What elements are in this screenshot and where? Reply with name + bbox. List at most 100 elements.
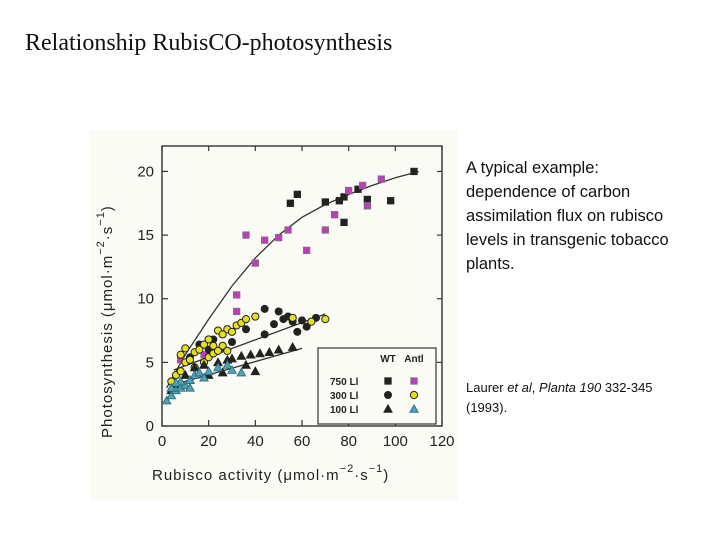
data-point-circle xyxy=(218,341,227,350)
data-point-circle xyxy=(279,315,288,324)
data-point-circle xyxy=(293,327,302,336)
data-point-circle xyxy=(195,345,204,354)
data-point-square xyxy=(286,199,294,207)
data-point-triangle xyxy=(166,390,177,400)
x-axis-label-part: (μmol·m xyxy=(277,467,339,484)
legend-marker-antl xyxy=(410,377,418,385)
x-axis-label-part: Rubisco activity xyxy=(152,467,277,484)
data-point-square xyxy=(359,181,367,190)
data-point-circle xyxy=(288,313,297,322)
data-point-circle xyxy=(185,355,195,364)
data-point-triangle xyxy=(264,347,275,356)
data-point-triangle xyxy=(199,372,209,382)
data-point-square xyxy=(331,211,339,219)
legend-marker-antl xyxy=(409,390,419,400)
data-point-square xyxy=(303,246,311,255)
data-point-circle xyxy=(228,338,236,346)
legend-header-antl: Antl xyxy=(404,354,424,365)
data-point-circle xyxy=(241,314,251,324)
data-point-square xyxy=(345,186,353,195)
data-point-square xyxy=(340,218,348,227)
x-tick-label: 80 xyxy=(340,433,357,450)
data-point-circle xyxy=(218,330,227,339)
data-point-circle xyxy=(270,320,278,329)
data-point-square xyxy=(275,233,283,242)
data-point-circle xyxy=(251,312,260,321)
data-point-square xyxy=(363,202,371,210)
citation-text: Laurer et al, Planta 190 332-345 (1993). xyxy=(466,378,678,418)
x-tick-label: 20 xyxy=(200,433,217,450)
legend-header-wt: WT xyxy=(380,354,396,365)
slide-title: Relationship RubisCO-photosynthesis xyxy=(25,30,393,56)
data-point-circle xyxy=(274,307,283,316)
data-point-triangle xyxy=(199,359,209,369)
x-axis-label-part: ·s xyxy=(354,467,369,484)
data-point-triangle xyxy=(227,353,237,363)
data-point-triangle xyxy=(217,367,228,377)
data-point-circle xyxy=(298,316,306,325)
data-point-square xyxy=(363,195,371,204)
legend-label: 750 Ll xyxy=(330,377,359,388)
x-axis-label-part: −1 xyxy=(369,463,384,475)
data-point-circle xyxy=(260,304,269,313)
data-point-circle xyxy=(260,330,269,339)
citation-comma: , xyxy=(531,380,536,395)
y-tick-label: 20 xyxy=(137,163,154,180)
data-point-triangle xyxy=(250,366,261,376)
data-point-square xyxy=(233,307,241,316)
citation-pages: 332-345 (1993). xyxy=(466,380,653,415)
data-point-square xyxy=(251,259,259,267)
data-point-circle xyxy=(199,340,209,349)
scatter-chart: 0 20 40 60 80 100 120 0 5 10 15 20 Rubisco activity … xyxy=(95,145,455,484)
legend-label: 100 Ll xyxy=(330,405,359,416)
data-point-square xyxy=(242,231,250,239)
data-point-circle xyxy=(204,335,213,344)
y-axis-label-part: Photosynthesis xyxy=(99,317,116,438)
x-tick-label: 120 xyxy=(429,433,454,450)
data-point-square xyxy=(293,190,301,199)
y-axis-label-part: ) xyxy=(99,205,116,211)
y-axis-label-part: −1 xyxy=(95,211,107,226)
x-axis-label: Rubisco activity (μmol·m−2·s−1) xyxy=(152,463,389,484)
data-point-triangle xyxy=(194,367,205,377)
data-point-circle xyxy=(176,367,185,376)
data-point-triangle xyxy=(236,367,247,377)
data-point-triangle xyxy=(287,341,298,351)
data-point-square xyxy=(354,185,362,193)
x-tick-label: 100 xyxy=(383,433,408,450)
x-axis-label-part: ) xyxy=(383,467,389,484)
data-point-triangle xyxy=(241,359,251,369)
x-tick-label: 60 xyxy=(294,433,311,450)
data-point-triangle xyxy=(213,362,223,372)
data-point-triangle xyxy=(180,369,191,379)
data-point-triangle xyxy=(273,344,284,354)
x-tick-label: 40 xyxy=(247,433,264,450)
data-point-square xyxy=(261,236,269,244)
data-point-circle xyxy=(223,346,232,356)
data-point-square xyxy=(321,226,329,234)
data-point-triangle xyxy=(236,350,247,360)
data-point-triangle xyxy=(227,364,237,374)
data-point-circle xyxy=(227,327,237,336)
data-point-triangle xyxy=(166,382,177,392)
data-point-triangle xyxy=(255,348,265,358)
data-point-square xyxy=(340,193,348,201)
data-point-triangle xyxy=(171,377,181,387)
legend-marker-wt xyxy=(384,377,392,385)
citation-etal: et al xyxy=(507,380,532,395)
data-point-square xyxy=(387,197,395,205)
data-point-circle xyxy=(242,325,250,334)
x-tick-label: 0 xyxy=(158,433,166,450)
y-tick-label: 5 xyxy=(146,354,154,371)
y-axis-label: Photosynthesis (μmol·m−2·s−1) xyxy=(95,205,116,438)
y-axis-label-part: ·s xyxy=(99,226,116,241)
y-tick-label: 0 xyxy=(146,418,154,435)
y-axis-label-part: (μmol·m xyxy=(99,255,116,317)
data-point-square xyxy=(321,198,329,206)
legend-marker-wt xyxy=(384,391,392,399)
trend-line xyxy=(166,170,419,389)
data-point-square xyxy=(233,291,241,299)
data-point-triangle xyxy=(245,349,256,359)
data-point-square xyxy=(410,167,418,176)
legend-marker-wt xyxy=(383,403,393,413)
